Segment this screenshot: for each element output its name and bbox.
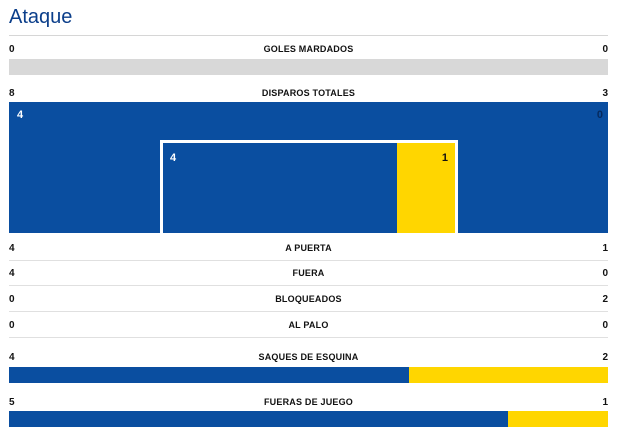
goals-home-value: 0 [9,44,15,55]
offsides-away-value: 1 [602,397,608,408]
goals-away-value: 0 [602,44,608,55]
title-divider [9,35,608,36]
shots-pitch-graphic: 4 0 4 1 [9,102,608,233]
on-target-label: A PUERTA [285,243,332,253]
outside-box-away-value: 0 [596,109,603,121]
blocked-home-value: 0 [9,294,15,305]
offsides-row: 5 FUERAS DE JUEGO 1 [9,395,608,411]
inside-box-home-area: 4 [163,143,397,233]
on-target-away-value: 1 [602,243,608,254]
inside-box-away-value: 1 [441,152,448,164]
shots-total-row: 8 DISPAROS TOTALES 3 [9,86,608,102]
woodwork-row: 0 AL PALO 0 [9,318,608,334]
divider [9,311,608,312]
woodwork-away-value: 0 [602,320,608,331]
offsides-bar-home [9,411,508,427]
off-target-away-value: 0 [602,268,608,279]
divider [9,260,608,261]
goals-bar-empty [9,59,608,75]
corners-away-value: 2 [602,352,608,363]
inside-box-home-value: 4 [170,152,177,164]
corners-row: 4 SAQUES DE ESQUINA 2 [9,350,608,366]
offsides-bar-away [507,411,608,427]
goals-row: 0 GOLES MARDADOS 0 [9,42,608,58]
shots-home-value: 8 [9,88,15,99]
woodwork-label: AL PALO [288,320,329,330]
penalty-box: 4 1 [160,140,458,233]
goals-label: GOLES MARDADOS [263,44,354,54]
off-target-row: 4 FUERA 0 [9,266,608,282]
off-target-home-value: 4 [9,268,15,279]
corners-bar-away [408,367,608,383]
woodwork-home-value: 0 [9,320,15,331]
blocked-row: 0 BLOQUEADOS 2 [9,292,608,308]
shots-label: DISPAROS TOTALES [261,88,356,98]
divider [9,285,608,286]
corners-bar [9,367,608,383]
offsides-home-value: 5 [9,397,15,408]
on-target-home-value: 4 [9,243,15,254]
blocked-away-value: 2 [602,294,608,305]
inside-box-away-area: 1 [397,143,455,233]
off-target-label: FUERA [292,268,325,278]
corners-home-value: 4 [9,352,15,363]
divider [9,337,608,338]
outside-box-home-value: 4 [17,109,24,121]
blocked-label: BLOQUEADOS [275,294,342,304]
corners-label: SAQUES DE ESQUINA [258,352,359,362]
shots-away-value: 3 [602,88,608,99]
on-target-row: 4 A PUERTA 1 [9,241,608,257]
offsides-label: FUERAS DE JUEGO [263,397,353,407]
offsides-bar [9,411,608,427]
corners-bar-home [9,367,409,383]
section-title: Ataque [9,6,73,28]
